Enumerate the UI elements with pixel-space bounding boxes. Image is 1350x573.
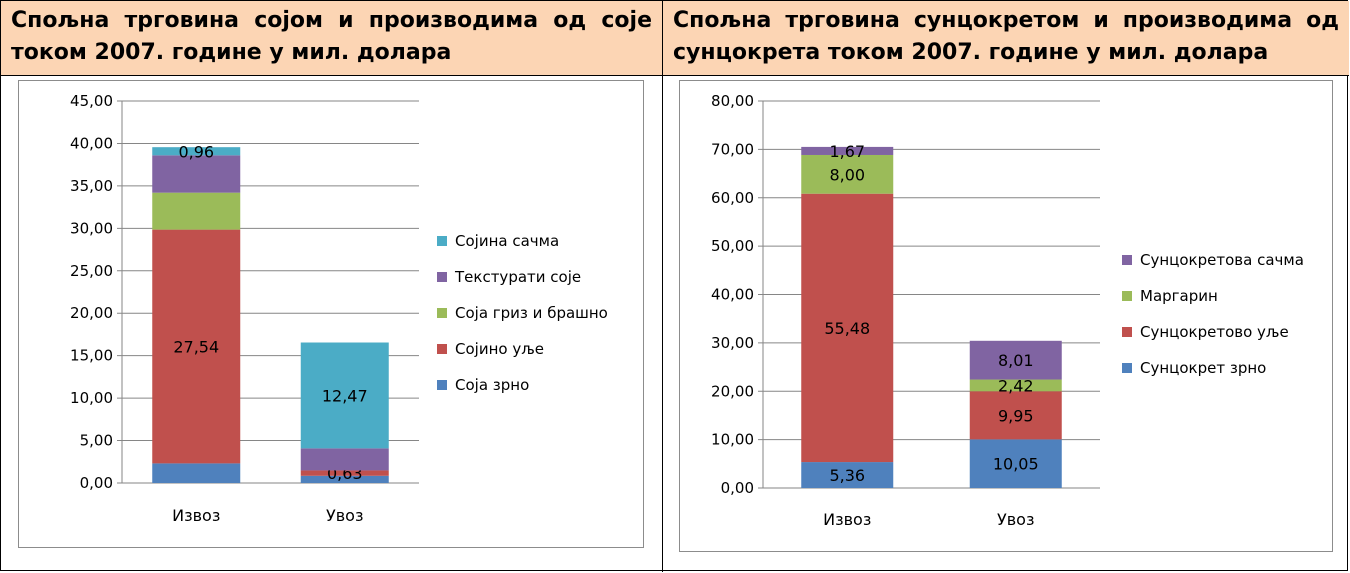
data-label: 8,00 (829, 165, 865, 184)
legend-swatch (1122, 327, 1132, 337)
soy-chart-frame: 0,00 5,00 10,00 15,00 20,00 25,00 30,00 35,00 40… (18, 80, 644, 548)
data-label: 1,67 (829, 142, 865, 161)
legend-swatch (1122, 363, 1132, 373)
y-tick-label: 30,00 (711, 334, 754, 352)
data-label: 55,48 (824, 319, 870, 338)
soy-title-line1: Спољна трговина сојом и производима од с… (11, 8, 652, 33)
y-tick-label: 25,00 (70, 262, 113, 280)
soy-chart: 0,00 5,00 10,00 15,00 20,00 25,00 30,00 35,00 40… (70, 92, 608, 525)
data-label: 8,01 (998, 351, 1034, 370)
y-tick-label: 30,00 (70, 219, 113, 237)
y-tick-label: 40,00 (711, 286, 754, 304)
legend-swatch (437, 344, 447, 354)
sunflower-chart: 0,00 10,00 20,00 30,00 40,00 50,00 60,00 70,00 8… (711, 92, 1304, 529)
bar-segment (152, 155, 241, 193)
bar-segment (969, 379, 1062, 392)
bar-segment (300, 448, 389, 471)
category-label: Извоз (172, 506, 220, 525)
y-tick-label: 50,00 (711, 237, 754, 255)
legend-swatch (437, 236, 447, 246)
data-label: 0,96 (178, 142, 214, 161)
y-tick-label: 0,00 (80, 474, 113, 492)
sunflower-chart-frame: 0,00 10,00 20,00 30,00 40,00 50,00 60,00 70,00 8… (679, 80, 1333, 552)
bar-segment (969, 391, 1062, 440)
bar-segment (300, 475, 389, 483)
y-tick-label: 20,00 (711, 382, 754, 400)
bar-segment (152, 229, 241, 464)
legend-label: Текстурати соје (454, 268, 581, 286)
y-tick-label: 10,00 (70, 389, 113, 407)
y-tick-label: 60,00 (711, 189, 754, 207)
bar-segment (801, 462, 894, 488)
y-tick-label: 70,00 (711, 140, 754, 158)
soy-title-line2: током 2007. године у мил. долара (11, 40, 452, 65)
legend-label: Маргарин (1140, 287, 1218, 305)
bar-segment (801, 193, 894, 463)
legend-swatch (437, 380, 447, 390)
soy-panel: Спољна трговина сојом и производима од с… (1, 1, 663, 572)
y-tick-label: 5,00 (80, 432, 113, 450)
data-label: 12,47 (322, 386, 368, 405)
legend-label: Соја гриз и брашно (455, 304, 608, 322)
y-tick-label: 0,00 (721, 479, 754, 497)
legend-label: Сојино уље (455, 340, 544, 358)
category-label: Увоз (326, 506, 363, 525)
data-label: 27,54 (173, 337, 219, 356)
y-tick-label: 80,00 (711, 92, 754, 110)
bar-segment (969, 439, 1062, 488)
bar-segment (152, 463, 241, 483)
legend-label: Сунцокрет зрно (1140, 359, 1266, 377)
legend-label: Сунцокретова сачма (1140, 251, 1304, 269)
data-label: 10,05 (993, 455, 1039, 474)
y-tick-label: 40,00 (70, 134, 113, 152)
sunflower-panel-title: Спољна трговина сунцокретом и производим… (663, 1, 1349, 76)
bar-segment (152, 192, 241, 230)
legend-label: Сојина сачма (455, 232, 559, 250)
sunflower-title-line2: сунцокрета током 2007. године у мил. дол… (673, 40, 1269, 65)
legend-swatch (1122, 291, 1132, 301)
y-tick-label: 20,00 (70, 304, 113, 322)
legend-label: Сунцокретово уље (1140, 323, 1289, 341)
y-tick-label: 15,00 (70, 347, 113, 365)
bar-segment (801, 146, 894, 155)
data-label: 2,42 (998, 376, 1034, 395)
category-label: Извоз (823, 510, 871, 529)
bar-segment (300, 342, 389, 449)
y-tick-label: 45,00 (70, 92, 113, 110)
y-tick-label: 10,00 (711, 431, 754, 449)
y-tick-label: 35,00 (70, 177, 113, 195)
data-label: 9,95 (998, 406, 1034, 425)
bar-segment (801, 154, 894, 194)
legend-swatch (437, 272, 447, 282)
soy-panel-title: Спољна трговина сојом и производима од с… (1, 1, 662, 76)
bar-segment (152, 147, 241, 156)
sunflower-title-line1: Спољна трговина сунцокретом и производим… (673, 8, 1339, 33)
bar-segment (969, 340, 1062, 380)
category-label: Увоз (997, 510, 1034, 529)
sunflower-panel: Спољна трговина сунцокретом и производим… (663, 1, 1349, 572)
legend-swatch (1122, 255, 1132, 265)
bar-segment (300, 470, 389, 476)
legend-swatch (437, 308, 447, 318)
data-label: 5,36 (829, 466, 865, 485)
legend-label: Соја зрно (455, 376, 529, 394)
